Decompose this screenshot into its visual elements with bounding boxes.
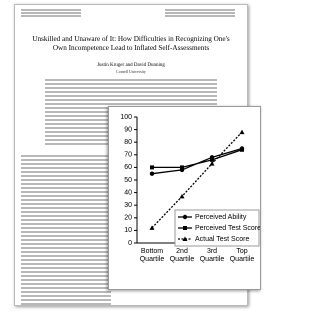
text-line	[21, 267, 111, 269]
text-line	[21, 9, 81, 11]
page-root: {"header": {"title": "Unskilled and Unaw…	[0, 0, 259, 313]
legend-label: Perceived Test Score	[195, 225, 260, 232]
y-tick-label: 40	[124, 189, 132, 196]
text-line	[21, 259, 111, 261]
text-line	[21, 195, 111, 197]
text-line	[21, 203, 111, 205]
text-line	[21, 291, 111, 293]
y-tick-label: 20	[124, 215, 132, 222]
text-line	[21, 235, 111, 237]
y-tick-label: 90	[124, 126, 132, 133]
paper-title: Unskilled and Unaware of It: How Difficu…	[29, 35, 233, 52]
text-line	[21, 163, 111, 165]
text-line	[21, 191, 111, 193]
legend-label: Actual Test Score	[195, 236, 249, 243]
y-tick-label: 80	[124, 139, 132, 146]
y-tick-label: 50	[124, 177, 132, 184]
legend-marker	[183, 226, 187, 230]
text-line	[21, 295, 111, 297]
text-line	[165, 9, 235, 11]
y-tick-label: 30	[124, 202, 132, 209]
text-line	[45, 95, 217, 97]
text-line	[21, 215, 111, 217]
text-line	[21, 239, 111, 241]
legend-marker	[183, 215, 187, 219]
marker	[180, 165, 184, 169]
text-line	[21, 187, 111, 189]
text-line	[21, 287, 111, 289]
paper-affiliation: Cornell University	[29, 69, 233, 74]
text-line	[21, 183, 111, 185]
text-line	[21, 283, 111, 285]
text-line	[21, 231, 111, 233]
text-line	[45, 87, 217, 89]
y-tick-label: 100	[120, 114, 132, 121]
text-line	[45, 99, 217, 101]
text-line	[21, 275, 111, 277]
x-tick-label: Top Quartile	[227, 248, 257, 264]
text-line	[21, 263, 111, 265]
text-line	[21, 199, 111, 201]
text-line	[21, 171, 111, 173]
text-line	[21, 219, 111, 221]
text-line	[21, 12, 81, 14]
text-line	[21, 299, 111, 301]
text-line	[165, 15, 235, 17]
marker	[240, 148, 244, 152]
text-line	[45, 83, 217, 85]
x-tick-label: 2nd Quartile	[167, 248, 197, 264]
text-line	[21, 227, 111, 229]
y-tick-label: 70	[124, 152, 132, 159]
series-line	[152, 149, 242, 174]
text-line	[21, 247, 111, 249]
text-line	[21, 15, 81, 17]
text-line	[21, 207, 111, 209]
marker	[240, 130, 245, 135]
text-line	[21, 255, 111, 257]
marker	[150, 172, 154, 176]
text-line	[21, 211, 111, 213]
text-line	[45, 91, 217, 93]
paper-authors: Justin Kruger and David Dunning	[29, 63, 233, 68]
y-tick-label: 60	[124, 164, 132, 171]
text-line	[21, 251, 111, 253]
chart-inset: 0 10 20 30 40 50 60 70 80 90 100 Perceived Ability P…	[108, 106, 261, 290]
text-line	[21, 243, 111, 245]
text-line	[21, 155, 111, 157]
x-tick-label: Bottom Quartile	[137, 248, 167, 264]
y-tick-label: 10	[124, 227, 132, 234]
x-tick-label: 3rd Quartile	[197, 248, 227, 264]
text-line	[165, 12, 235, 14]
text-line	[21, 271, 111, 273]
text-line	[21, 303, 111, 305]
text-line	[21, 223, 111, 225]
text-line	[21, 175, 111, 177]
y-tick-label: 0	[128, 240, 132, 247]
marker	[150, 225, 155, 230]
text-line	[21, 167, 111, 169]
text-line	[21, 179, 111, 181]
text-line	[21, 279, 111, 281]
legend-label: Perceived Ability	[195, 214, 247, 221]
text-line	[45, 79, 217, 81]
text-line	[45, 103, 217, 105]
marker	[150, 165, 154, 169]
text-line	[21, 159, 111, 161]
